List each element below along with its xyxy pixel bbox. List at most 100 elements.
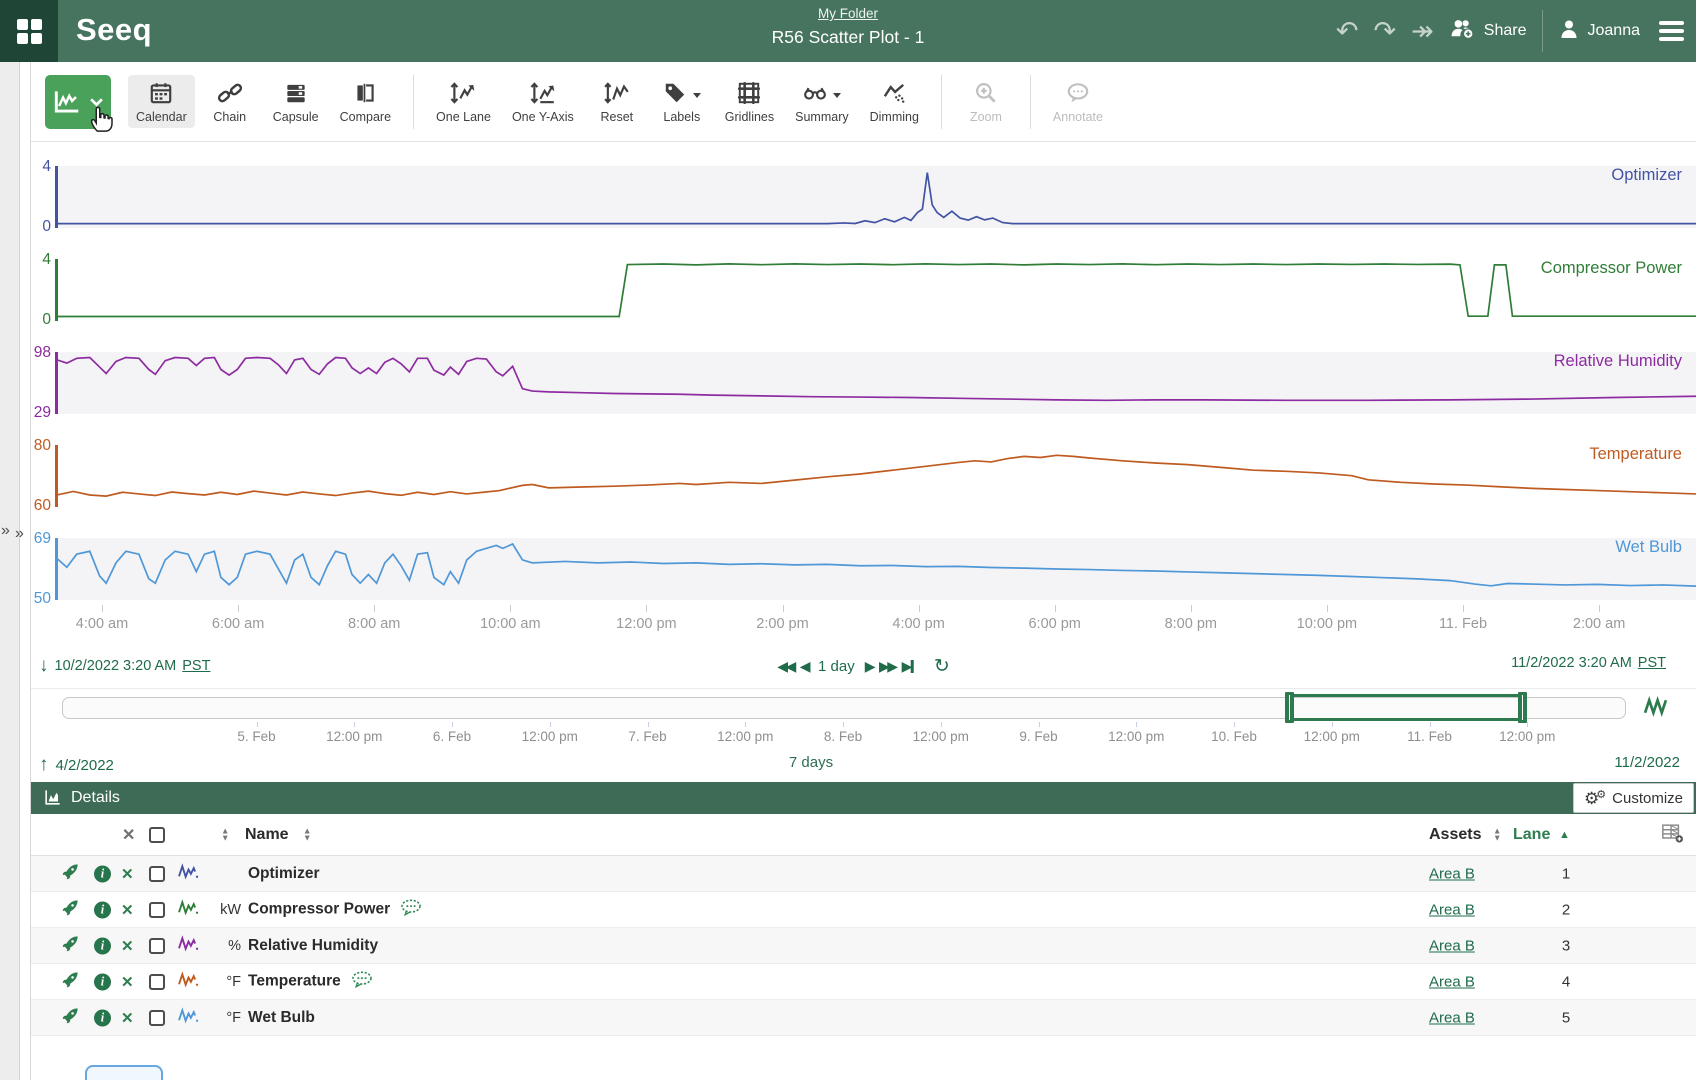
- signal-row-relative-humidity[interactable]: i ✕% Relative Humidity Area B 3: [31, 928, 1696, 964]
- condensed-view-icon[interactable]: [1643, 694, 1668, 724]
- one-y-axis-button[interactable]: One Y-Axis: [504, 75, 582, 128]
- series-label-relative-humidity[interactable]: Relative Humidity: [1553, 352, 1682, 370]
- investigate-range-start[interactable]: 4/2/2022: [55, 756, 114, 774]
- chat-launcher-stub[interactable]: [85, 1065, 163, 1080]
- series-line-compressor-power[interactable]: [57, 264, 1696, 317]
- series-label-wet-bulb[interactable]: Wet Bulb: [1615, 538, 1682, 556]
- asset-link[interactable]: Area B: [1429, 973, 1475, 990]
- asset-link[interactable]: Area B: [1429, 937, 1475, 954]
- signal-name[interactable]: Wet Bulb: [248, 1008, 315, 1026]
- step-back-icon[interactable]: ◀: [799, 658, 811, 674]
- lane-relative-humidity[interactable]: 98 29 Relative Humidity: [34, 344, 1696, 421]
- start-timezone[interactable]: PST: [182, 658, 211, 674]
- share-button[interactable]: Share: [1449, 17, 1527, 45]
- asset-link[interactable]: Area B: [1429, 1009, 1475, 1026]
- step-size-label[interactable]: 1 day: [818, 658, 855, 675]
- signal-row-compressor-power[interactable]: i ✕ kW Compressor Power Area B 2: [31, 892, 1696, 928]
- signal-name[interactable]: Compressor Power: [248, 898, 423, 921]
- autoscale-rocket-icon[interactable]: [61, 970, 80, 994]
- autoscale-rocket-icon[interactable]: [61, 1006, 80, 1030]
- series-line-wet-bulb[interactable]: [57, 544, 1696, 586]
- step-back-fast-icon[interactable]: ◀◀: [777, 658, 796, 674]
- info-icon[interactable]: i: [94, 973, 111, 990]
- refresh-icon[interactable]: ↻: [933, 656, 950, 677]
- step-forward-icon[interactable]: ▶: [864, 658, 876, 674]
- expand-panel-chevron-icon[interactable]: »: [1, 522, 10, 539]
- row-checkbox[interactable]: [149, 973, 165, 990]
- signal-name[interactable]: Optimizer: [248, 864, 320, 882]
- annotation-bubble-icon[interactable]: [399, 898, 423, 921]
- scrubber-selection[interactable]: [1289, 694, 1523, 721]
- step-forward-fast-icon[interactable]: ▶▶: [879, 658, 898, 674]
- home-button[interactable]: [0, 0, 58, 62]
- series-line-optimizer[interactable]: [57, 173, 1696, 224]
- end-timezone[interactable]: PST: [1637, 655, 1666, 671]
- labels-button[interactable]: Labels: [652, 75, 712, 128]
- investigate-range-end[interactable]: 11/2/2022: [1614, 754, 1680, 771]
- user-menu[interactable]: Joanna: [1558, 18, 1640, 45]
- remove-signal-icon[interactable]: ✕: [121, 901, 134, 919]
- display-range-end[interactable]: 11/2/2022 3:20 AM: [1511, 655, 1632, 671]
- one-lane-button[interactable]: One Lane: [428, 75, 499, 128]
- remove-signal-icon[interactable]: ✕: [121, 1009, 134, 1027]
- scrubber-handle-left[interactable]: [1285, 692, 1294, 723]
- sort-lane-ascending-icon[interactable]: ▲: [1559, 828, 1570, 841]
- series-label-compressor-power[interactable]: Compressor Power: [1540, 259, 1682, 277]
- row-checkbox[interactable]: [149, 937, 165, 954]
- remove-signal-icon[interactable]: ✕: [121, 973, 134, 991]
- signal-row-temperature[interactable]: i ✕ °F Temperature Area B 4: [31, 964, 1696, 1000]
- remove-all-icon[interactable]: ✕: [122, 826, 136, 844]
- autoscale-rocket-icon[interactable]: [61, 898, 80, 922]
- column-header-name[interactable]: Name: [245, 825, 289, 843]
- forward-history-icon[interactable]: ↠: [1411, 15, 1434, 46]
- breadcrumb-my-folder[interactable]: My Folder: [817, 6, 878, 21]
- select-all-checkbox[interactable]: [149, 826, 165, 843]
- info-icon[interactable]: i: [94, 865, 111, 882]
- sort-name-icon[interactable]: ▲ ▼: [303, 825, 312, 843]
- row-checkbox[interactable]: [149, 865, 165, 882]
- signal-name[interactable]: Temperature: [248, 970, 374, 993]
- info-icon[interactable]: i: [94, 1009, 111, 1026]
- summary-button[interactable]: Summary: [787, 75, 856, 128]
- redo-icon[interactable]: ↷: [1373, 15, 1397, 46]
- autoscale-rocket-icon[interactable]: [61, 934, 80, 958]
- customize-button[interactable]: ⚙⚙ Customize: [1573, 783, 1694, 813]
- dimming-button[interactable]: Dimming: [862, 75, 927, 128]
- lane-compressor-power[interactable]: 4 0 Compressor Power: [42, 251, 1696, 328]
- row-checkbox[interactable]: [149, 901, 165, 918]
- hamburger-menu-icon[interactable]: [1659, 21, 1684, 41]
- series-label-optimizer[interactable]: Optimizer: [1611, 166, 1682, 184]
- signal-name[interactable]: Relative Humidity: [248, 936, 379, 954]
- series-line-temperature[interactable]: [57, 455, 1696, 496]
- remove-signal-icon[interactable]: ✕: [121, 865, 134, 883]
- scrubber-handle-right[interactable]: [1518, 692, 1527, 723]
- series-label-temperature[interactable]: Temperature: [1589, 445, 1682, 463]
- remove-signal-icon[interactable]: ✕: [121, 937, 134, 955]
- series-line-relative-humidity[interactable]: [57, 358, 1696, 401]
- lane-optimizer[interactable]: 4 0 Optimizer: [42, 158, 1696, 235]
- display-range-start[interactable]: 10/2/2022 3:20 AM: [54, 658, 177, 674]
- signal-row-wet-bulb[interactable]: i ✕ °F Wet Bulb Area B 5: [31, 1000, 1696, 1036]
- gridlines-button[interactable]: Gridlines: [717, 75, 782, 128]
- info-icon[interactable]: i: [94, 901, 111, 918]
- expand-panel-chevron-icon-2[interactable]: »: [15, 525, 24, 542]
- asset-link[interactable]: Area B: [1429, 865, 1475, 882]
- autoscale-rocket-icon[interactable]: [61, 862, 80, 886]
- scrubber-track[interactable]: [62, 697, 1626, 719]
- reset-button[interactable]: Reset: [587, 75, 647, 128]
- investigate-range-duration[interactable]: 7 days: [788, 754, 834, 771]
- undo-icon[interactable]: ↶: [1335, 15, 1359, 46]
- column-header-lane[interactable]: Lane: [1513, 825, 1551, 843]
- capsule-button[interactable]: Capsule: [265, 75, 327, 128]
- compare-button[interactable]: Compare: [332, 75, 399, 128]
- annotation-bubble-icon[interactable]: [350, 970, 374, 993]
- asset-link[interactable]: Area B: [1429, 901, 1475, 918]
- sort-assets-icon[interactable]: ▲ ▼: [1493, 825, 1502, 843]
- info-icon[interactable]: i: [94, 937, 111, 954]
- signal-row-optimizer[interactable]: i ✕ Optimizer Area B 1: [31, 856, 1696, 892]
- row-checkbox[interactable]: [149, 1009, 165, 1026]
- column-header-assets[interactable]: Assets: [1429, 825, 1482, 843]
- lane-temperature[interactable]: 80 60 Temperature: [34, 437, 1696, 514]
- sort-icon[interactable]: ▲ ▼: [221, 825, 230, 843]
- step-to-end-icon[interactable]: ▶: [902, 658, 914, 675]
